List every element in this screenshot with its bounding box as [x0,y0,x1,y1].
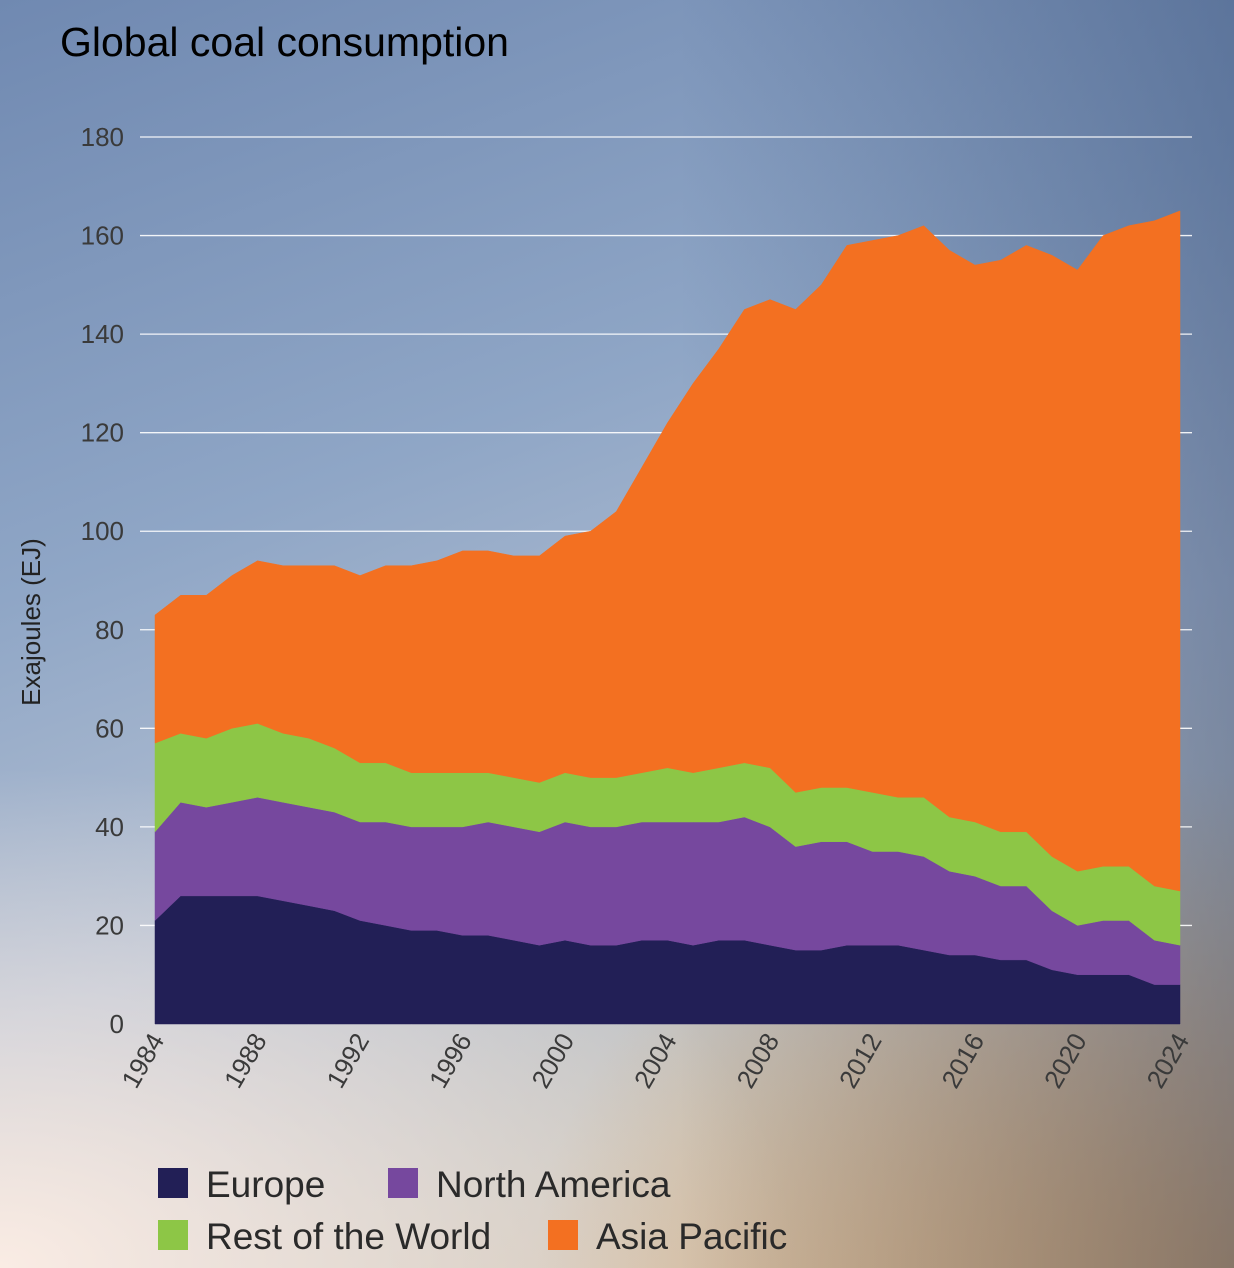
x-tick-label: 2004 [628,1028,683,1093]
stacked-areas [154,210,1181,1025]
legend-swatch-asia-pacific [548,1220,578,1250]
x-tick-label: 2012 [833,1028,888,1093]
y-axis-ticks: 0 20 40 60 80 100 120 140 160 180 [81,122,124,1039]
y-tick-label: 120 [81,418,124,448]
x-tick-label: 2016 [935,1028,990,1093]
y-tick-label: 160 [81,221,124,251]
x-tick-label: 2008 [730,1028,785,1093]
y-tick-label: 80 [95,615,124,645]
area-asia-pacific [154,210,1181,892]
legend-label: North America [436,1164,671,1205]
legend-swatch-north-america [388,1168,418,1198]
y-tick-label: 140 [81,319,124,349]
x-tick-label: 1996 [423,1028,478,1093]
y-tick-label: 20 [95,910,124,940]
legend-swatch-europe [158,1168,188,1198]
y-tick-label: 100 [81,516,124,546]
x-tick-label: 2000 [525,1028,580,1093]
x-tick-label: 2020 [1038,1028,1093,1093]
y-tick-label: 60 [95,713,124,743]
x-axis-ticks: 1984 1988 1992 1996 2000 2004 2008 2012 2016 2020… [115,1028,1195,1093]
y-tick-label: 180 [81,122,124,152]
legend-label: Asia Pacific [596,1216,787,1257]
legend: Europe North America Rest of the World Asia… [158,1164,787,1257]
x-tick-label: 1992 [320,1028,375,1093]
y-tick-label: 0 [110,1009,124,1039]
legend-swatch-rest-of-the-world [158,1220,188,1250]
y-axis-label: Exajoules (EJ) [16,538,46,706]
y-tick-label: 40 [95,812,124,842]
chart-title: Global coal consumption [60,19,509,65]
legend-label: Europe [206,1164,325,1205]
x-tick-label: 1988 [218,1028,273,1093]
legend-label: Rest of the World [206,1216,491,1257]
x-tick-label: 2024 [1140,1028,1195,1093]
